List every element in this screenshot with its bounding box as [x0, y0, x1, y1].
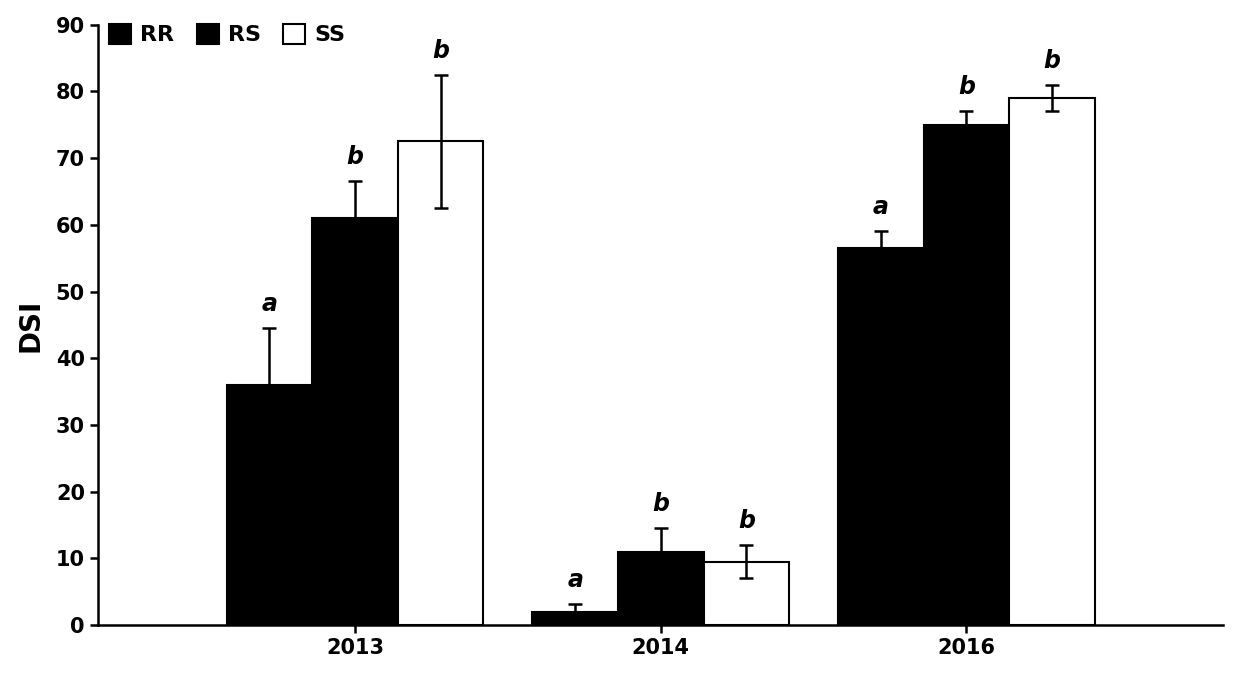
Text: b: b [432, 38, 449, 63]
Bar [1009, 98, 1095, 625]
Bar [532, 612, 618, 625]
Legend: RR, RS, SS: RR, RS, SS [109, 24, 345, 45]
Text: b: b [738, 509, 755, 533]
Text: a: a [567, 568, 583, 592]
Bar [312, 218, 398, 625]
Bar [227, 385, 312, 625]
Y-axis label: DSI: DSI [16, 298, 45, 352]
Text: b: b [346, 145, 363, 169]
Bar [398, 142, 484, 625]
Text: a: a [262, 292, 278, 316]
Bar [703, 562, 789, 625]
Text: b: b [1044, 49, 1060, 73]
Bar [838, 248, 924, 625]
Text: b: b [959, 76, 975, 99]
Bar [618, 551, 703, 625]
Text: b: b [652, 492, 670, 516]
Text: a: a [873, 196, 889, 219]
Bar [924, 125, 1009, 625]
